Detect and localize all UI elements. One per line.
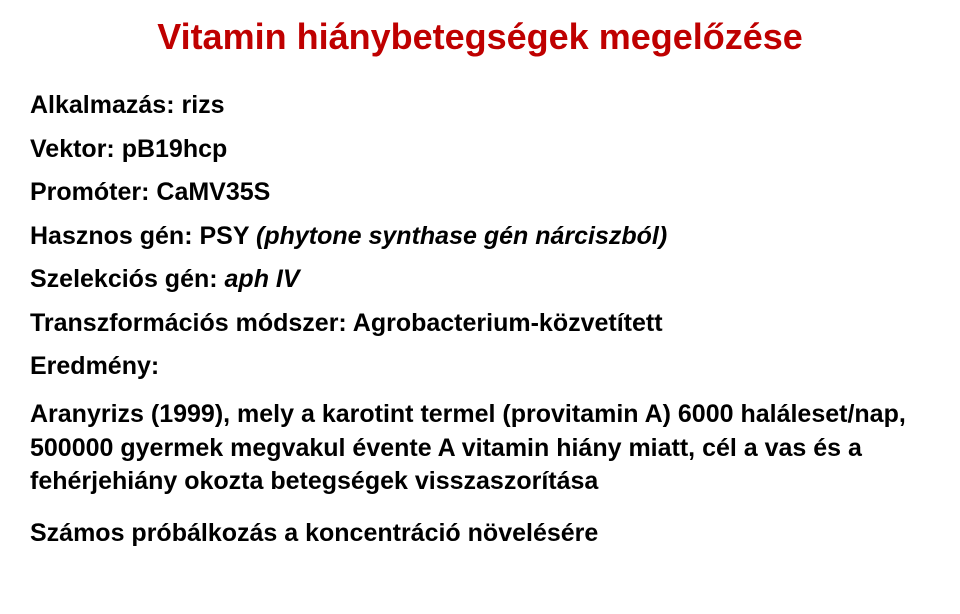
result-text-2: Számos próbálkozás a koncentráció növelé… <box>30 517 930 551</box>
line-vektor: Vektor: pB19hcp <box>30 135 930 165</box>
line-hasznos-gen-pre: Hasznos gén: PSY <box>30 222 256 250</box>
line-szelekcios-gen-pre: Szelekciós gén: <box>30 265 225 293</box>
result-text-1: Aranyrizs (1999), mely a karotint termel… <box>30 400 906 496</box>
slide-title: Vitamin hiánybetegségek megelőzése <box>30 16 930 57</box>
result-block: Aranyrizs (1999), mely a karotint termel… <box>30 398 930 551</box>
line-alkalmazas: Alkalmazás: rizs <box>30 91 930 121</box>
line-hasznos-gen: Hasznos gén: PSY (phytone synthase gén n… <box>30 222 930 252</box>
line-hasznos-gen-italic: (phytone synthase gén nárciszból) <box>256 222 667 250</box>
line-eredmeny: Eredmény: <box>30 352 930 382</box>
line-transzformacios: Transzformációs módszer: Agrobacterium-k… <box>30 309 930 339</box>
slide-container: Vitamin hiánybetegségek megelőzése Alkal… <box>0 0 960 614</box>
line-szelekcios-gen: Szelekciós gén: aph IV <box>30 265 930 295</box>
line-szelekcios-gen-italic: aph IV <box>225 265 300 293</box>
line-promoter: Promóter: CaMV35S <box>30 178 930 208</box>
